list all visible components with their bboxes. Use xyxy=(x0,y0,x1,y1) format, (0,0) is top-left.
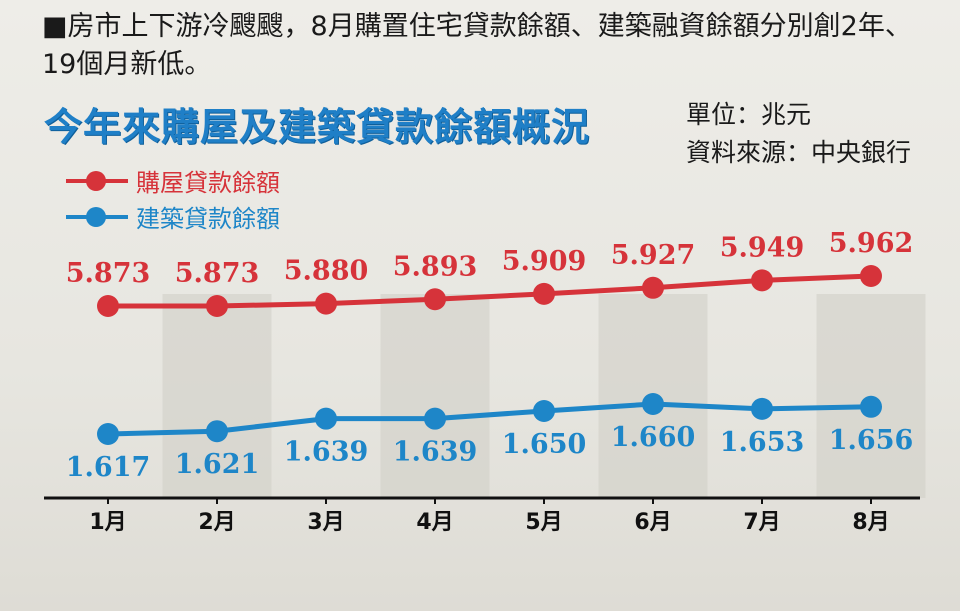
data-label: 1.650 xyxy=(502,429,587,460)
data-label: 1.660 xyxy=(611,422,696,453)
unit-label: 單位：兆元 xyxy=(686,100,812,129)
data-point xyxy=(424,407,446,430)
x-tick-label: 1月 xyxy=(89,510,126,535)
data-label: 5.893 xyxy=(393,251,478,282)
data-point xyxy=(315,292,337,315)
data-point xyxy=(97,423,119,445)
data-label: 5.873 xyxy=(175,258,260,289)
legend-label-construction: 建築貸款餘額 xyxy=(136,204,280,233)
series-line xyxy=(107,401,872,437)
data-point xyxy=(424,288,446,311)
data-label: 1.656 xyxy=(829,425,914,456)
data-label: 1.617 xyxy=(66,452,151,483)
chart-meta: 單位：兆元 資料來源：中央銀行 xyxy=(686,96,911,172)
legend-label-housing: 購屋貸款餘額 xyxy=(136,168,280,197)
data-point xyxy=(206,295,228,317)
x-tick-label: 8月 xyxy=(852,510,889,535)
x-tick-label: 7月 xyxy=(743,510,780,535)
x-tick-label: 6月 xyxy=(634,510,671,535)
x-tick-label: 3月 xyxy=(307,510,344,535)
data-label: 1.653 xyxy=(720,427,805,458)
legend-item-construction: 建築貸款餘額 xyxy=(66,198,280,234)
chart-title: 今年來購屋及建築貸款餘額概況 xyxy=(44,105,591,149)
x-tick-label: 2月 xyxy=(198,510,235,535)
article-headline: ■房市上下游冷颼颼，8月購置住宅貸款餘額、建築融資餘額分別創2年、19個月新低。 xyxy=(42,11,912,80)
data-point xyxy=(642,276,664,299)
series-line xyxy=(108,273,872,309)
data-point xyxy=(860,265,882,287)
x-tick-label: 4月 xyxy=(416,510,453,535)
month-band xyxy=(380,294,490,498)
data-point xyxy=(206,420,228,443)
legend-swatch-housing xyxy=(66,168,128,192)
data-point xyxy=(533,399,555,422)
data-point xyxy=(642,393,664,415)
data-label: 5.962 xyxy=(829,228,914,259)
data-label: 1.621 xyxy=(175,449,260,480)
data-point xyxy=(315,407,337,430)
legend-swatch-construction xyxy=(66,204,128,228)
data-point xyxy=(860,395,882,418)
data-label: 5.949 xyxy=(720,232,805,263)
data-label: 5.873 xyxy=(66,258,151,289)
data-point xyxy=(533,282,555,305)
source-label: 資料來源：中央銀行 xyxy=(686,138,912,167)
x-tick-label: 5月 xyxy=(525,510,562,535)
data-label: 5.909 xyxy=(502,246,587,277)
chart-legend: 購屋貸款餘額 建築貸款餘額 xyxy=(66,162,280,234)
data-point xyxy=(751,397,773,420)
data-point xyxy=(97,295,119,317)
data-point xyxy=(751,269,773,292)
legend-item-housing: 購屋貸款餘額 xyxy=(66,162,280,198)
data-label: 1.639 xyxy=(393,437,478,468)
month-band xyxy=(162,294,272,498)
data-label: 5.880 xyxy=(284,256,369,287)
data-label: 5.927 xyxy=(611,240,696,271)
data-label: 1.639 xyxy=(284,437,369,468)
